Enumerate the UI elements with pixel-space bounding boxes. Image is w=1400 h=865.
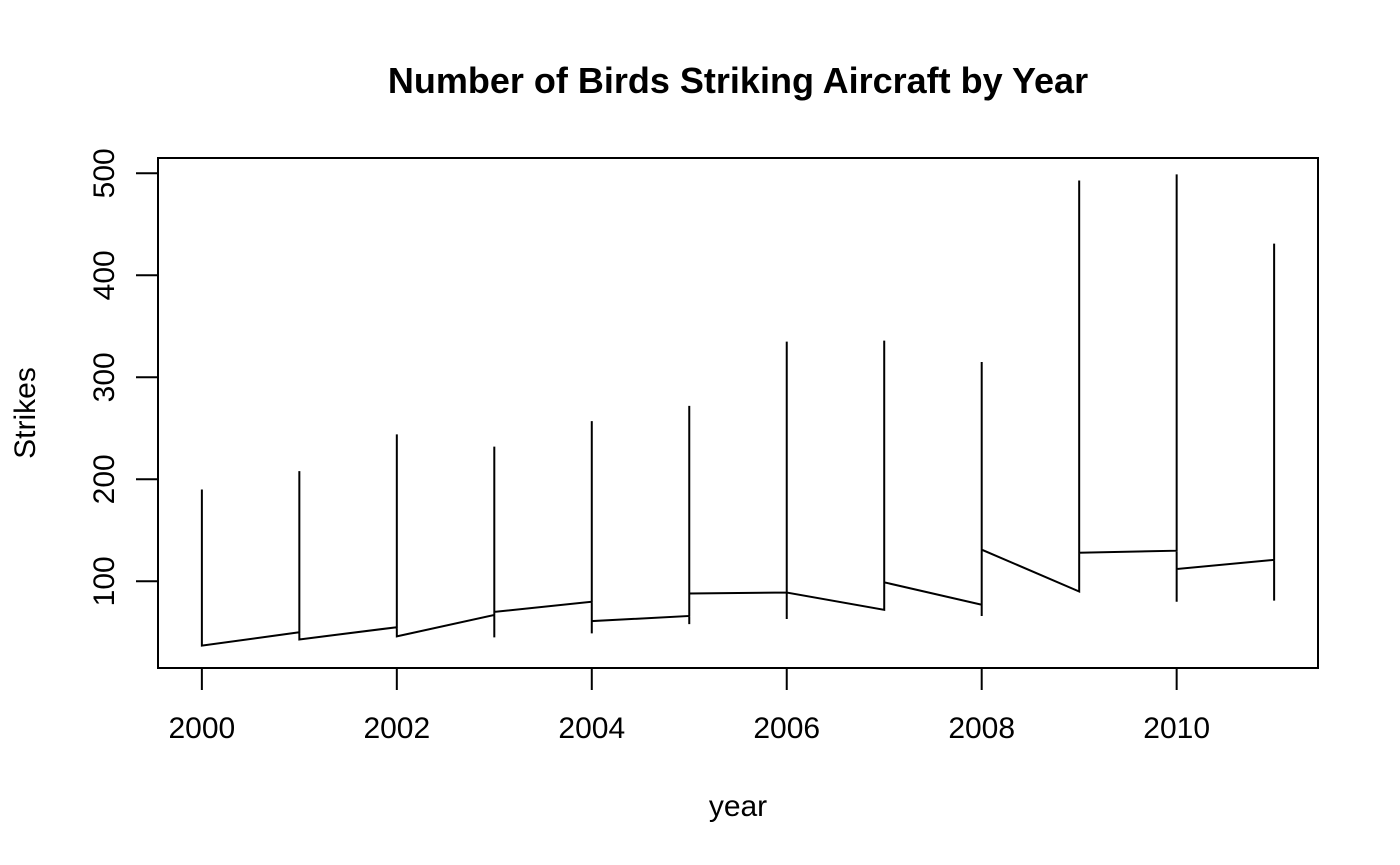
x-axis-label: year <box>709 790 767 823</box>
y-axis-label: Strikes <box>9 367 42 459</box>
x-tick-label: 2006 <box>753 712 820 745</box>
x-tick-label: 2008 <box>948 712 1015 745</box>
plot-frame <box>157 157 1319 669</box>
x-tick-label: 2002 <box>363 712 430 745</box>
y-tick-label: 200 <box>88 454 121 504</box>
chart-title: Number of Birds Striking Aircraft by Yea… <box>388 60 1088 101</box>
x-tick-label: 2000 <box>168 712 235 745</box>
y-tick-label: 300 <box>88 352 121 402</box>
series-line-0 <box>200 174 1276 647</box>
y-tick-label: 400 <box>88 250 121 300</box>
x-tick-label: 2004 <box>558 712 625 745</box>
x-tick-label: 2010 <box>1143 712 1210 745</box>
y-axis: 100 200 300 400 500 <box>88 148 159 606</box>
x-axis: 2000 2002 2004 2006 2008 2010 <box>168 667 1210 745</box>
y-tick-label: 500 <box>88 148 121 198</box>
y-tick-label: 100 <box>88 556 121 606</box>
series-layer <box>200 174 1276 647</box>
